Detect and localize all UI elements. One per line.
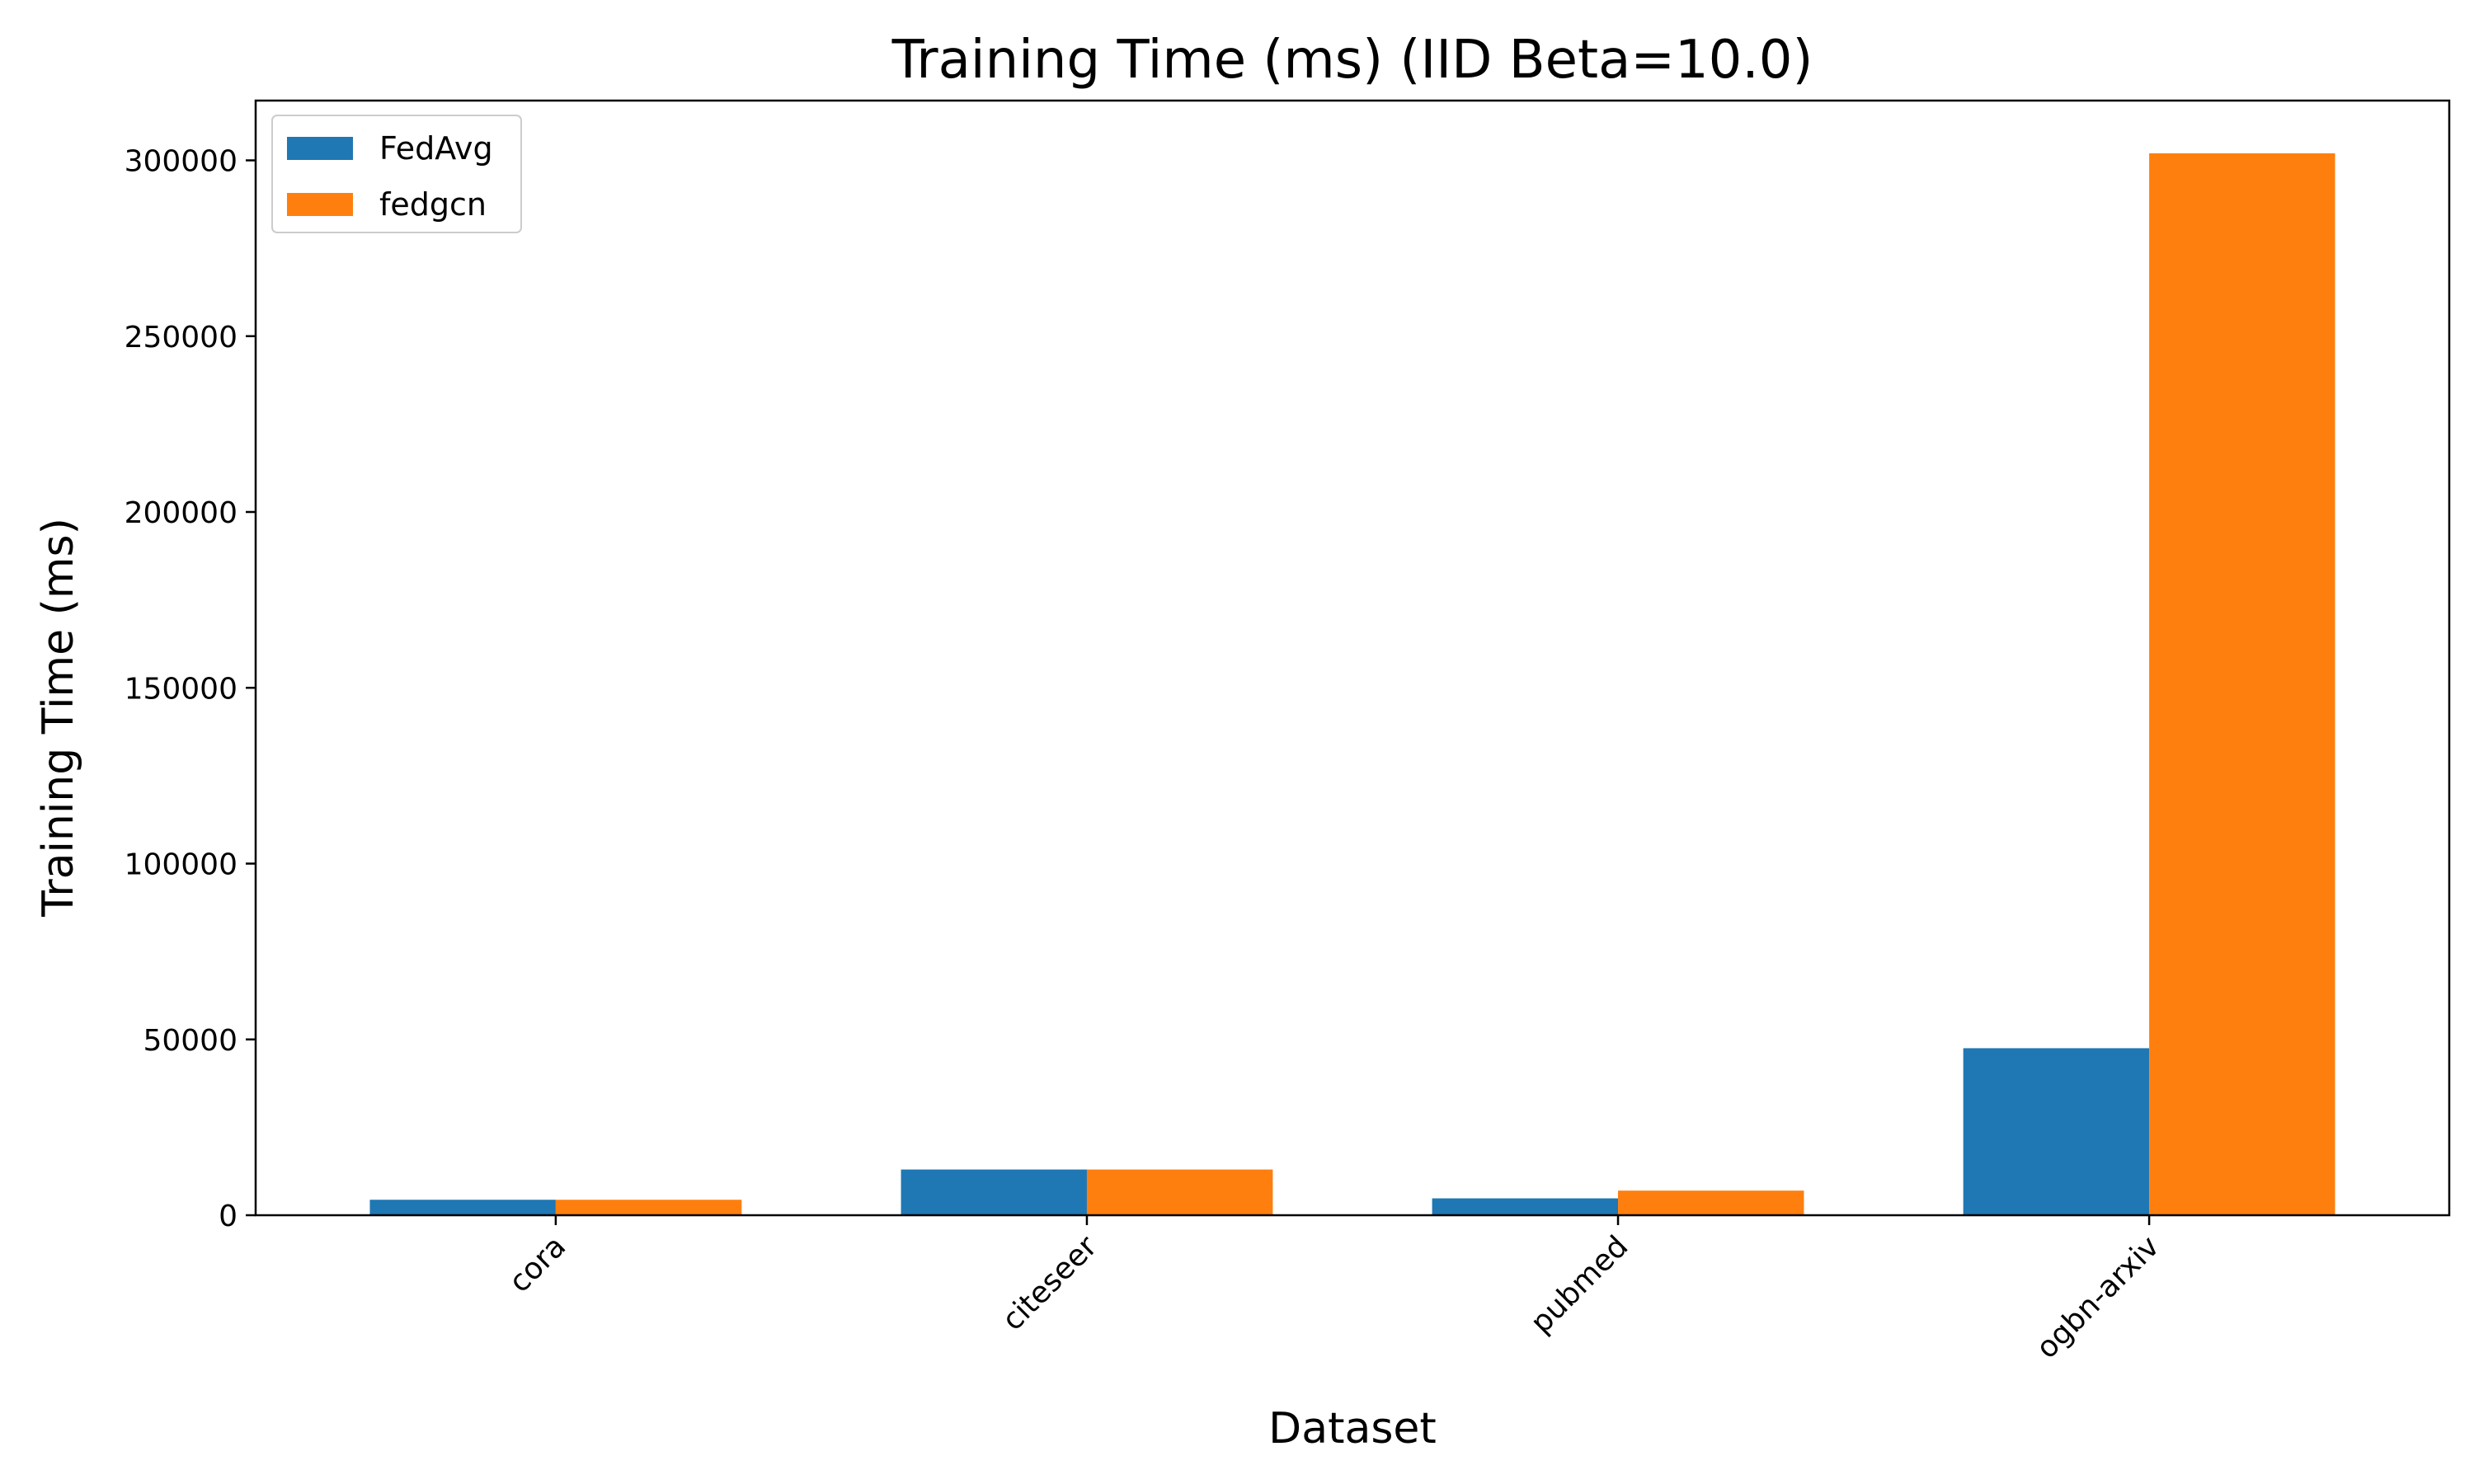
x-tick-label-pubmed: pubmed <box>1524 1229 1634 1340</box>
bar-fedavg-cora <box>369 1200 556 1215</box>
legend: FedAvg fedgcn <box>271 115 522 233</box>
y-tick-label: 200000 <box>125 496 238 530</box>
bar-fedgcn-citeseer <box>1086 1169 1273 1215</box>
legend-swatch-fedavg <box>287 137 353 160</box>
y-tick-label: 50000 <box>143 1024 238 1058</box>
y-tick-label: 250000 <box>125 321 238 355</box>
y-axis-ticks: 0 50000 100000 150000 200000 250000 300000 <box>125 145 256 1233</box>
legend-label-fedgcn: fedgcn <box>379 186 487 223</box>
bar-fedgcn-pubmed <box>1618 1190 1804 1215</box>
bar-fedavg-citeseer <box>901 1169 1087 1215</box>
y-axis-label: Training Time (ms) <box>34 518 83 918</box>
legend-label-fedavg: FedAvg <box>379 130 493 167</box>
x-axis-ticks: cora citeseer pubmed ogbn-arxiv <box>503 1215 2166 1365</box>
y-tick-label: 150000 <box>125 672 238 706</box>
bars-group <box>369 153 2335 1216</box>
bar-fedgcn-ogbn-arxiv <box>2149 153 2335 1216</box>
bar-fedavg-ogbn-arxiv <box>1963 1048 2150 1215</box>
x-tick-label-cora: cora <box>503 1229 573 1299</box>
x-tick-label-citeseer: citeseer <box>996 1229 1104 1337</box>
bar-fedgcn-cora <box>555 1200 742 1215</box>
y-tick-label: 300000 <box>125 145 238 179</box>
chart-title: Training Time (ms) (IID Beta=10.0) <box>891 30 1813 91</box>
plot-frame <box>254 99 2451 1217</box>
x-axis-label: Dataset <box>1268 1404 1437 1453</box>
y-tick-label: 0 <box>219 1200 238 1233</box>
legend-swatch-fedgcn <box>287 193 353 216</box>
x-tick-label-ogbn-arxiv: ogbn-arxiv <box>2030 1229 2166 1365</box>
y-tick-label: 100000 <box>125 848 238 882</box>
bar-fedavg-pubmed <box>1432 1198 1619 1215</box>
